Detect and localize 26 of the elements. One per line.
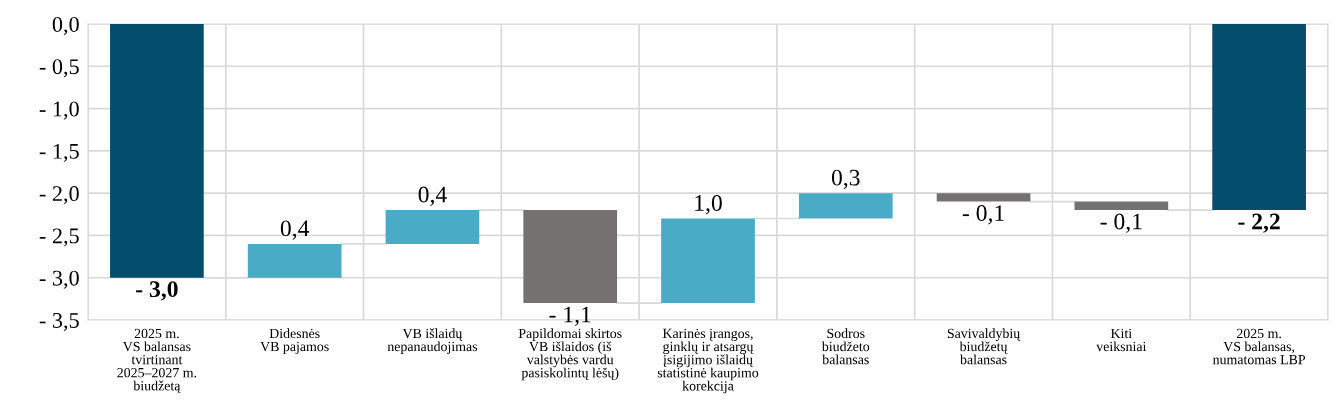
- x-tick-label: Kiti veiksniai: [1096, 328, 1147, 352]
- y-tick-label: - 3,0: [39, 270, 79, 289]
- x-tick-label: Didesnės VB pajamos: [260, 328, 329, 355]
- x-tick-label: Savivaldybių biudžetų balansas: [947, 328, 1021, 365]
- x-tick-label: 2025 m. VS balansas tvirtinant 2025–2027 m. biudžetą: [117, 328, 197, 394]
- data-label: 0,4: [280, 220, 310, 240]
- data-label: - 1,1: [549, 306, 591, 326]
- data-label: - 0,1: [1100, 213, 1142, 233]
- x-tick-label: Karinės įrangos, ginklų ir atsargų įsigijimo išlaidų statistinė kaupimo korekcija: [657, 328, 759, 394]
- y-tick-label: - 1,5: [39, 143, 79, 162]
- data-label: 0,4: [418, 186, 447, 206]
- data-label: 0,3: [831, 169, 860, 189]
- data-label: - 2,2: [1238, 213, 1280, 233]
- data-label: 1,0: [695, 195, 722, 215]
- y-tick-label: - 2,5: [39, 228, 79, 247]
- y-tick-label: - 0,5: [39, 59, 79, 78]
- y-tick-label: - 3,5: [39, 312, 79, 332]
- x-tick-label: Sodros biudžeto balansas: [821, 328, 870, 365]
- x-tick-label: Papildomai skirtos VB išlaidos (iš valstybės vardu pasiskolintų lėšų): [518, 328, 622, 381]
- y-tick-label: - 2,0: [39, 186, 79, 205]
- data-label: - 0,1: [962, 205, 1004, 225]
- data-label: - 3,0: [136, 281, 178, 301]
- y-tick-label: - 1,0: [39, 101, 79, 120]
- x-tick-label: 2025 m. VS balansas, numatomas LBP: [1212, 328, 1306, 365]
- y-tick-label: 0,0: [52, 16, 79, 36]
- x-tick-label: VB išlaidų nepanaudojimas: [387, 328, 478, 355]
